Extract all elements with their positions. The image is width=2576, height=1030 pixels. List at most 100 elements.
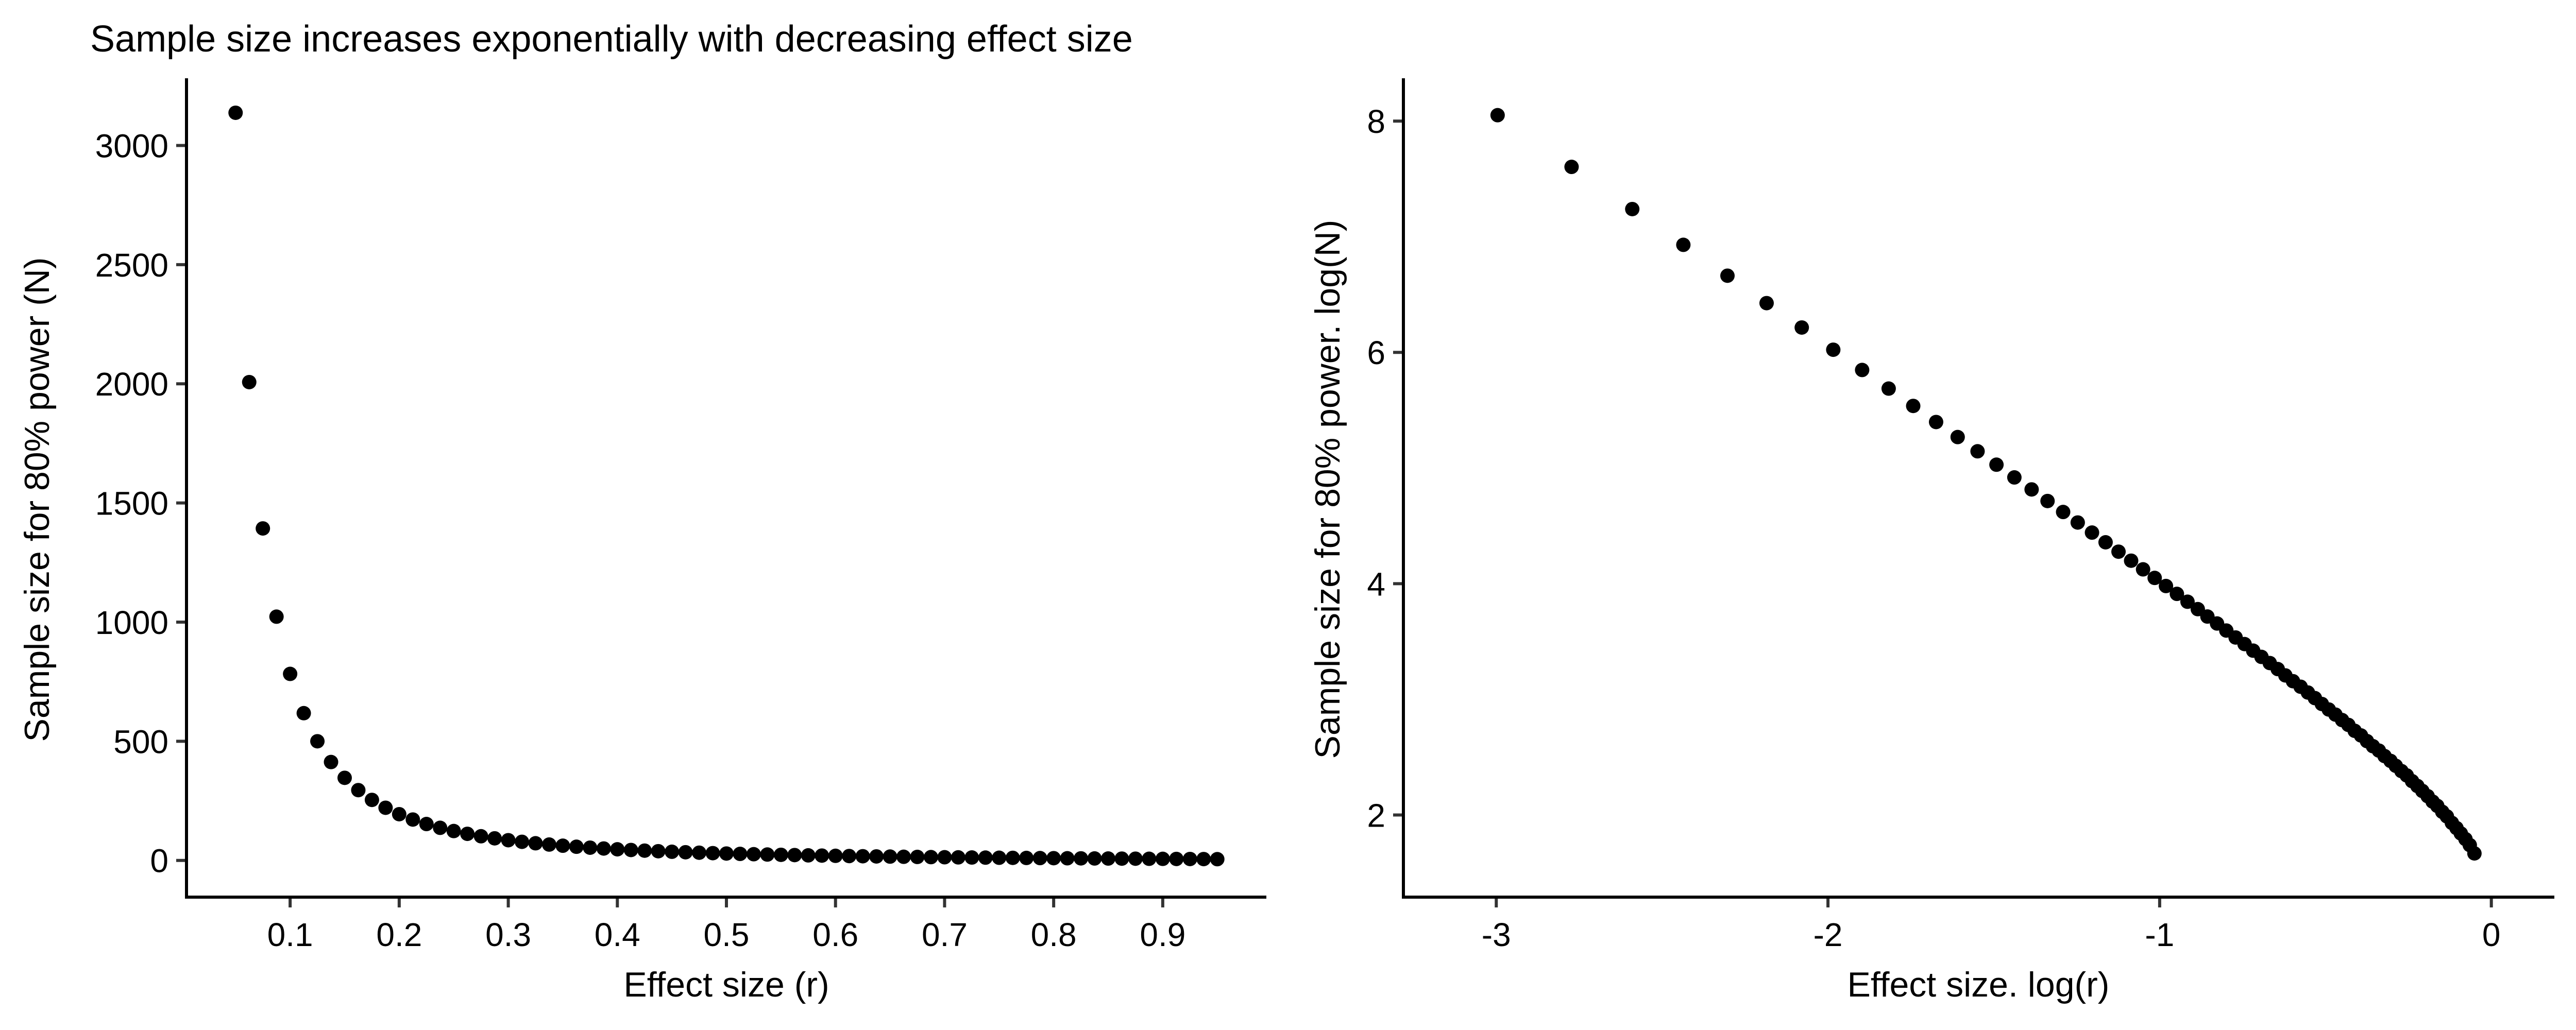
right-data-point — [1794, 320, 1809, 335]
chart-title: Sample size increases exponentially with… — [90, 19, 1133, 60]
right-data-point — [1826, 342, 1841, 357]
left-data-point — [515, 834, 530, 849]
left-data-point — [1210, 852, 1225, 867]
right-data-point — [1490, 108, 1505, 123]
right-y-tick-label: 4 — [1367, 565, 1385, 603]
right-y-tick-label: 6 — [1367, 334, 1385, 371]
left-x-tick-label: 0.9 — [1140, 916, 1185, 953]
right-ticks: -3 -2 -1 0 2 4 6 8 — [1367, 103, 2500, 953]
left-data-point — [665, 844, 680, 859]
right-x-tick-label: 0 — [2482, 916, 2501, 953]
left-data-point — [842, 849, 857, 864]
right-data-point — [2136, 562, 2150, 577]
right-data-point — [2467, 846, 2482, 861]
right-data-point — [2007, 470, 2022, 485]
left-data-point — [1046, 851, 1061, 866]
left-data-point — [528, 836, 543, 851]
left-data-point — [992, 850, 1007, 865]
right-data-point — [1970, 444, 1985, 459]
left-data-point — [1087, 851, 1102, 866]
left-data-point — [815, 848, 829, 863]
left-data-point — [937, 850, 952, 865]
left-data-point — [487, 831, 502, 846]
left-data-point — [964, 850, 979, 865]
left-y-tick-label: 2500 — [95, 247, 168, 284]
left-y-tick-label: 1500 — [95, 485, 168, 522]
left-x-tick-label: 0.6 — [812, 916, 858, 953]
right-data-point — [1625, 201, 1640, 216]
left-data-point — [1196, 852, 1211, 867]
right-data-point — [1989, 457, 2004, 472]
right-data-point — [2084, 525, 2099, 540]
left-x-tick-label: 0.7 — [922, 916, 968, 953]
right-panel: -3 -2 -1 0 2 4 6 8 Effect size. log(r) Sample s… — [1308, 78, 2554, 1004]
right-data-point — [1720, 268, 1735, 283]
right-x-tick-label: -3 — [1482, 916, 1511, 953]
right-data-point — [2180, 594, 2195, 609]
right-data-point — [2056, 505, 2071, 520]
left-data-point — [1074, 851, 1089, 866]
right-data-point — [2040, 493, 2055, 508]
left-y-tick-label: 2000 — [95, 366, 168, 403]
left-data-point — [719, 846, 734, 861]
left-data-point — [473, 829, 488, 844]
right-data-point — [1906, 399, 1921, 414]
left-data-point — [1128, 851, 1143, 866]
left-x-tick-label: 0.4 — [595, 916, 640, 953]
left-data-point — [623, 843, 638, 857]
left-data-point — [351, 783, 366, 798]
right-data-point — [2098, 535, 2113, 550]
left-data-point — [242, 374, 257, 389]
left-data-point — [869, 849, 884, 864]
left-data-point — [1155, 851, 1170, 866]
left-data-point — [692, 845, 707, 860]
left-data-point — [324, 754, 338, 769]
left-y-axis-title: Sample size for 80% power (N) — [18, 257, 57, 742]
left-data-point — [392, 806, 406, 821]
left-y-tick-label: 3000 — [95, 127, 168, 164]
left-data-point — [378, 800, 393, 815]
right-points — [1490, 108, 2482, 861]
right-y-axis-title: Sample size for 80% power. log(N) — [1308, 220, 1347, 759]
right-x-axis-title: Effect size. log(r) — [1848, 965, 2110, 1004]
right-data-point — [1759, 296, 1774, 311]
left-data-point — [883, 849, 897, 864]
left-data-point — [787, 848, 802, 863]
left-points — [228, 105, 1225, 867]
right-data-point — [2147, 571, 2162, 586]
left-data-point — [978, 850, 993, 865]
left-data-point — [910, 849, 925, 864]
left-data-point — [1060, 851, 1075, 866]
right-data-point — [1855, 363, 1870, 377]
left-data-point — [855, 849, 870, 864]
left-data-point — [1169, 851, 1184, 866]
left-data-point — [1005, 850, 1020, 865]
left-data-point — [446, 823, 461, 838]
left-x-tick-label: 0.3 — [485, 916, 531, 953]
left-data-point — [405, 812, 420, 827]
right-data-point — [2024, 482, 2039, 497]
left-data-point — [310, 734, 325, 749]
left-data-point — [651, 844, 666, 859]
left-ticks: 0.1 0.2 0.3 0.4 0.5 0.6 0.7 0.8 0.9 0 500 1000 1500 2… — [95, 127, 1186, 953]
right-data-point — [2170, 587, 2184, 602]
right-data-point — [1676, 237, 1691, 252]
right-y-tick-label: 2 — [1367, 797, 1385, 834]
left-y-tick-label: 500 — [113, 723, 168, 760]
left-data-point — [364, 793, 379, 808]
left-y-tick-label: 1000 — [95, 604, 168, 641]
right-x-tick-label: -2 — [1814, 916, 1843, 953]
left-data-point — [1019, 850, 1034, 865]
right-x-tick-label: -1 — [2145, 916, 2174, 953]
left-x-tick-label: 0.5 — [704, 916, 750, 953]
right-y-tick-label: 8 — [1367, 103, 1385, 140]
left-data-point — [596, 841, 611, 856]
right-data-point — [1950, 430, 1965, 444]
right-data-point — [1881, 381, 1896, 396]
left-data-point — [541, 837, 556, 852]
left-data-point — [555, 838, 570, 853]
left-data-point — [433, 820, 448, 835]
left-data-point — [828, 848, 843, 863]
left-data-point — [283, 666, 298, 681]
